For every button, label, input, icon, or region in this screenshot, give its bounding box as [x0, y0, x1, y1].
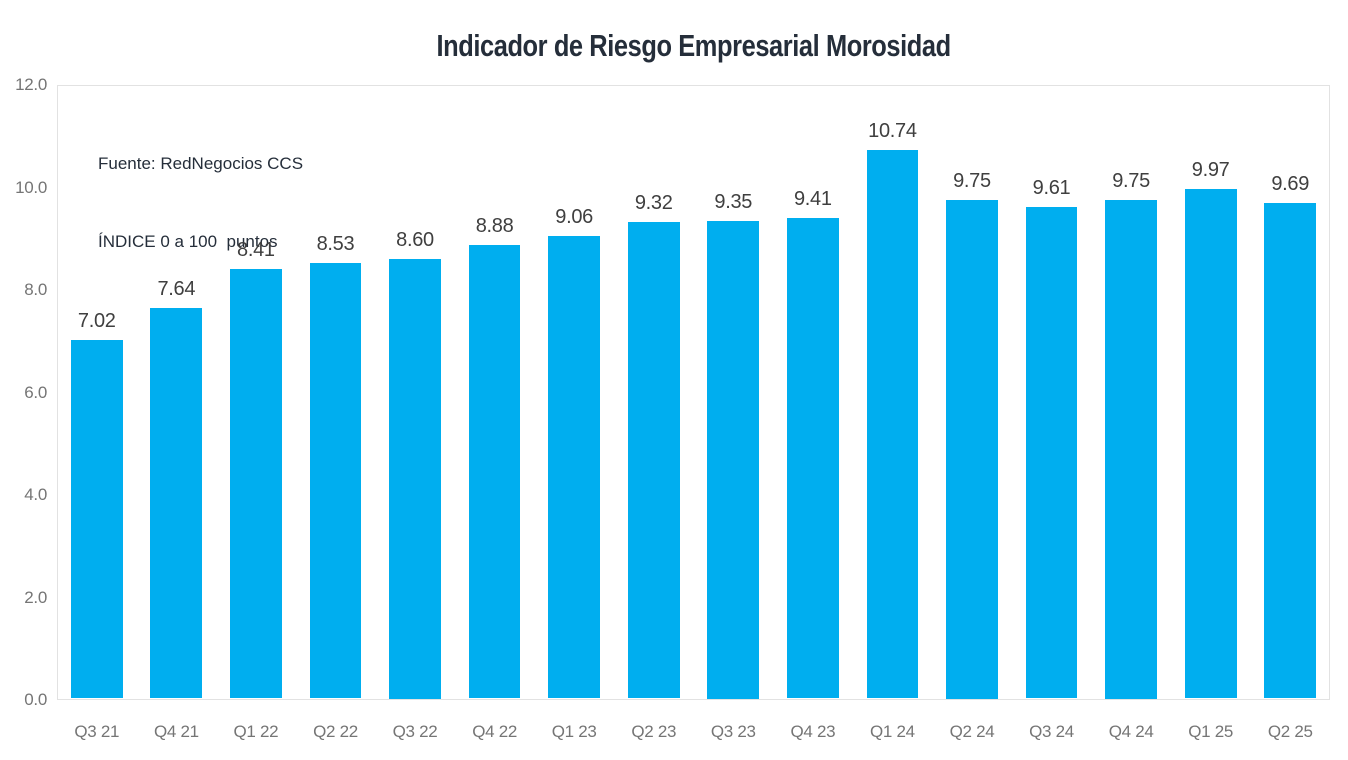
bar-value-label: 9.41 — [793, 187, 832, 210]
chart-title: Indicador de Riesgo Empresarial Morosida… — [57, 28, 1330, 64]
x-tick-label: Q1 22 — [233, 722, 279, 741]
bar-q3-23 — [707, 220, 760, 699]
y-tick-label: 10.0 — [15, 177, 47, 197]
x-tick-label: Q4 23 — [790, 722, 836, 741]
x-tick-label: Q4 22 — [472, 722, 517, 741]
chart-title-text: Indicador de Riesgo Empresarial Morosida… — [436, 28, 951, 63]
bar-value-label: 10.74 — [868, 119, 917, 142]
bar-value-label: 9.32 — [634, 192, 673, 215]
bar-value-label: 8.41 — [237, 238, 275, 261]
bar-value-label: 9.75 — [953, 170, 991, 193]
bar-q4-23 — [786, 217, 839, 699]
x-tick-label: Q1 25 — [1188, 722, 1234, 741]
bar-q1-24 — [866, 149, 919, 699]
x-tick-label: Q2 23 — [631, 722, 677, 741]
x-tick-label: Q4 21 — [153, 722, 199, 741]
bar-q1-22 — [230, 268, 282, 699]
bar-value-label: 8.88 — [475, 214, 514, 237]
x-tick-label: Q3 22 — [392, 722, 438, 741]
x-tick-label: Q1 24 — [870, 722, 915, 741]
bar-q2-24 — [946, 200, 998, 699]
bar-q4-24 — [1105, 200, 1157, 699]
index-scale-line: ÍNDICE 0 a 100 puntos — [98, 232, 278, 251]
source-line: Fuente: RedNegocios CCS — [98, 154, 304, 173]
bar-value-label: 9.97 — [1191, 159, 1230, 182]
x-tick-label: Q2 24 — [949, 722, 995, 741]
bar-q4-21 — [150, 308, 203, 699]
bar-q2-23 — [627, 222, 680, 699]
bar-q2-22 — [309, 262, 362, 699]
bar-value-label: 7.64 — [157, 278, 196, 301]
bar-value-label: 8.53 — [316, 232, 355, 255]
x-tick-label: Q2 25 — [1267, 722, 1313, 741]
bar-value-label: 9.69 — [1271, 173, 1310, 196]
bar-q1-23 — [548, 235, 600, 699]
bar-value-label: 8.60 — [396, 229, 434, 252]
bar-value-label: 7.02 — [77, 310, 116, 333]
y-tick-label: 4.0 — [24, 485, 47, 504]
bar-q3-24 — [1025, 207, 1078, 699]
bar-q4-22 — [468, 244, 521, 699]
x-tick-label: Q3 24 — [1029, 722, 1074, 741]
x-tick-label: Q2 22 — [313, 722, 358, 741]
x-tick-label: Q3 21 — [74, 722, 120, 741]
y-tick-label: 0.0 — [24, 690, 47, 709]
y-tick-label: 8.0 — [24, 280, 47, 299]
bar-value-label: 9.61 — [1032, 177, 1071, 200]
bar-value-label: 9.06 — [555, 205, 594, 228]
y-tick-label: 6.0 — [24, 382, 47, 402]
bar-value-label: 9.35 — [714, 190, 753, 213]
bar-q1-25 — [1184, 189, 1237, 699]
source-annotation: Fuente: RedNegocios CCS ÍNDICE 0 a 100 p… — [98, 99, 303, 281]
x-tick-label: Q4 24 — [1108, 722, 1154, 741]
y-tick-label: 2.0 — [24, 587, 47, 607]
x-tick-label: Q1 23 — [551, 722, 597, 741]
bar-q3-21 — [70, 340, 123, 699]
x-tick-label: Q3 23 — [710, 722, 756, 741]
bar-q2-25 — [1264, 203, 1317, 699]
bar-value-label: 9.75 — [1112, 170, 1150, 193]
bar-q3-22 — [389, 259, 441, 699]
y-tick-label: 12.0 — [15, 75, 47, 94]
